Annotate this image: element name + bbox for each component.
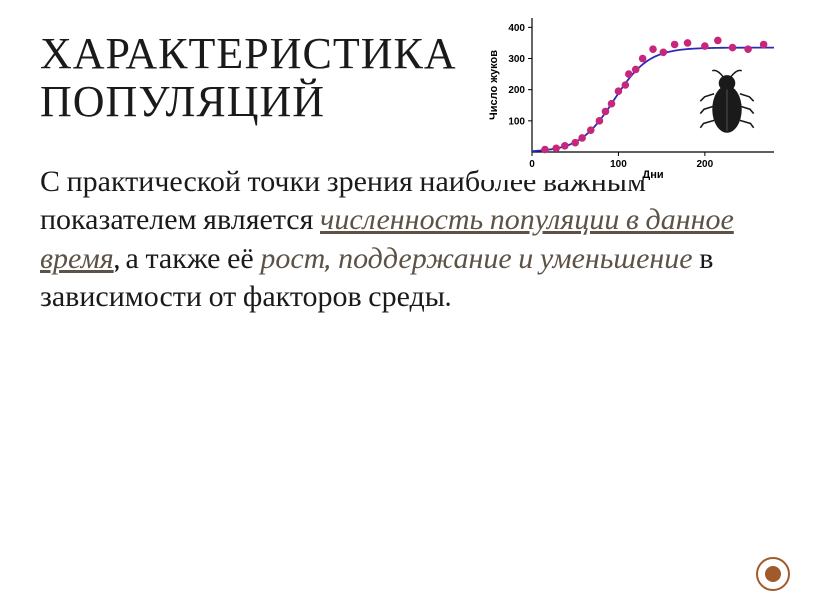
svg-text:0: 0 (529, 159, 535, 170)
slide-title: ХАРАКТЕРИСТИКА ПОПУЛЯЦИЙ (40, 30, 520, 127)
body-paragraph: С практической точки зрения наиболее важ… (40, 163, 760, 317)
svg-text:300: 300 (508, 54, 525, 65)
svg-text:200: 200 (508, 85, 525, 96)
body-key2: рост, поддержание и уменьшение (260, 241, 692, 276)
svg-text:Дни: Дни (642, 169, 663, 180)
svg-text:Число жуков: Число жуков (488, 50, 500, 120)
svg-text:400: 400 (508, 23, 525, 34)
corner-decoration (756, 557, 790, 591)
svg-text:200: 200 (697, 159, 714, 170)
svg-text:100: 100 (508, 116, 525, 127)
population-chart: 100 200 300 400 0 100 200 Число жуков Дни (482, 10, 782, 180)
svg-text:100: 100 (610, 159, 627, 170)
body-mid: , а также её (114, 241, 261, 276)
